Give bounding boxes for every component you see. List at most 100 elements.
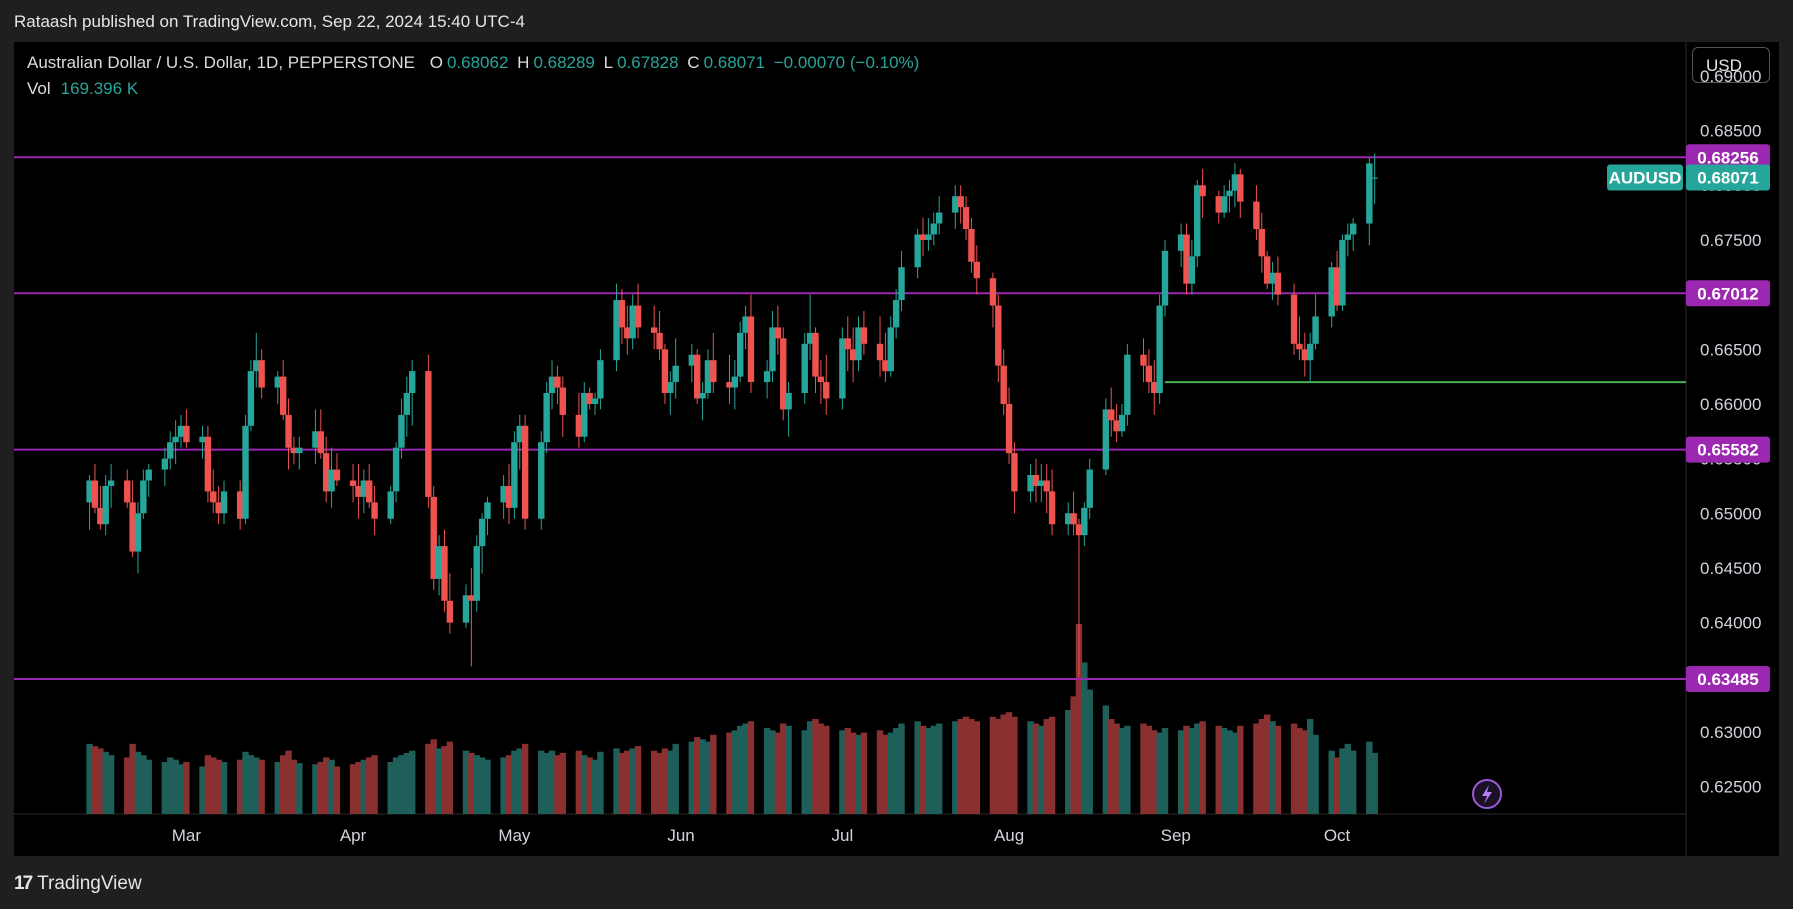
volume-bar: [360, 759, 368, 814]
volume-bar: [210, 757, 217, 814]
volume-bar: [392, 757, 400, 814]
volume-bar: [839, 730, 846, 814]
candle-body: [285, 414, 292, 448]
volume-bar: [247, 755, 255, 814]
candle-body: [559, 387, 566, 415]
volume-bar: [253, 757, 260, 814]
volume-bar: [140, 755, 147, 814]
candle-body: [613, 300, 620, 361]
volume-bar: [1027, 721, 1034, 814]
volume-bar: [91, 746, 99, 814]
candle-body: [1032, 475, 1040, 486]
candle-body: [957, 196, 964, 208]
volume-bar: [898, 723, 905, 814]
volume-bar: [704, 741, 712, 814]
volume-bar: [699, 739, 706, 814]
candle-body: [500, 485, 507, 503]
volume-bar: [882, 734, 889, 814]
volume-bar: [914, 721, 921, 814]
level-price-tag: [1686, 144, 1770, 171]
volume-bar: [1102, 705, 1110, 814]
volume-bar: [543, 752, 550, 814]
symbol-tag: [1607, 164, 1683, 191]
volume-bar: [1043, 719, 1050, 814]
candle-body: [699, 393, 706, 399]
volume-bar: [1188, 728, 1196, 814]
volume-bar: [1339, 748, 1346, 814]
candle-body: [763, 371, 771, 383]
volume-bar: [812, 719, 819, 814]
volume-bar: [624, 750, 631, 814]
candle-body: [1328, 267, 1335, 317]
volume-bar: [806, 721, 814, 814]
candle-body: [667, 382, 674, 394]
currency-button[interactable]: USD: [1692, 47, 1770, 83]
volume-bar: [559, 752, 566, 814]
price-tick-label: 0.67500: [1700, 231, 1761, 250]
tradingview-brand[interactable]: 17 TradingView: [14, 873, 142, 895]
candle-body: [1113, 420, 1120, 432]
candle-body: [317, 431, 325, 454]
volume-bar: [1328, 750, 1335, 814]
volume-bar: [516, 748, 523, 814]
candle-body: [538, 442, 545, 519]
lightning-icon[interactable]: [1472, 779, 1502, 809]
candle-body: [215, 502, 222, 514]
volume-bar: [473, 755, 480, 814]
candle-body: [1226, 190, 1233, 197]
candle-body: [441, 546, 448, 601]
volume-bar: [102, 751, 109, 814]
candle-body: [392, 447, 400, 492]
candle-body: [817, 376, 825, 383]
volume-bar: [726, 732, 733, 814]
volume-bar: [371, 755, 378, 814]
candle-body: [1253, 201, 1260, 229]
volume-bar: [731, 730, 739, 814]
candle-body: [548, 376, 556, 394]
candle-body: [688, 354, 696, 366]
candle-body: [274, 376, 281, 388]
candle-body: [365, 480, 373, 503]
candle-body: [360, 480, 368, 497]
volume-bar: [1253, 723, 1260, 814]
candle-body: [247, 371, 255, 426]
volume-bar: [1258, 719, 1265, 814]
price-tick-label: 0.63000: [1700, 723, 1761, 742]
volume-bar: [962, 716, 970, 814]
volume-bar: [935, 723, 943, 814]
candle-body: [134, 513, 142, 552]
candle-body: [1183, 234, 1190, 284]
volume-bar: [161, 761, 169, 814]
symbol-title[interactable]: Australian Dollar / U.S. Dollar, 1D, PEP…: [27, 53, 415, 72]
volume-bar: [1296, 728, 1303, 814]
volume-bar: [930, 725, 937, 814]
candle-body: [1000, 365, 1007, 404]
candle-body: [97, 507, 104, 525]
candle-body: [898, 267, 905, 301]
volume-value: 169.396 K: [60, 79, 139, 98]
volume-bar: [124, 757, 131, 814]
volume-bar: [1124, 725, 1131, 814]
candle-body: [801, 343, 808, 394]
candle-body: [430, 496, 437, 579]
candle-body: [296, 447, 303, 454]
volume-bar: [215, 759, 222, 814]
candle-body: [446, 600, 454, 623]
price-tick-label: 0.66000: [1700, 395, 1761, 414]
volume-bar: [1038, 725, 1045, 814]
volume-bar: [575, 750, 583, 814]
candle-body: [656, 332, 663, 350]
volume-bar: [618, 752, 626, 814]
candle-body: [1043, 480, 1050, 492]
volume-bar: [484, 759, 491, 814]
volume-bar: [1113, 723, 1120, 814]
volume-bar: [1366, 741, 1373, 814]
volume-bar: [693, 737, 701, 814]
candle-body: [403, 393, 411, 415]
candle-body: [618, 300, 626, 328]
volume-bar: [656, 752, 663, 814]
volume-bar: [876, 730, 884, 814]
candle-body: [624, 327, 631, 339]
volume-bar: [1151, 730, 1158, 814]
